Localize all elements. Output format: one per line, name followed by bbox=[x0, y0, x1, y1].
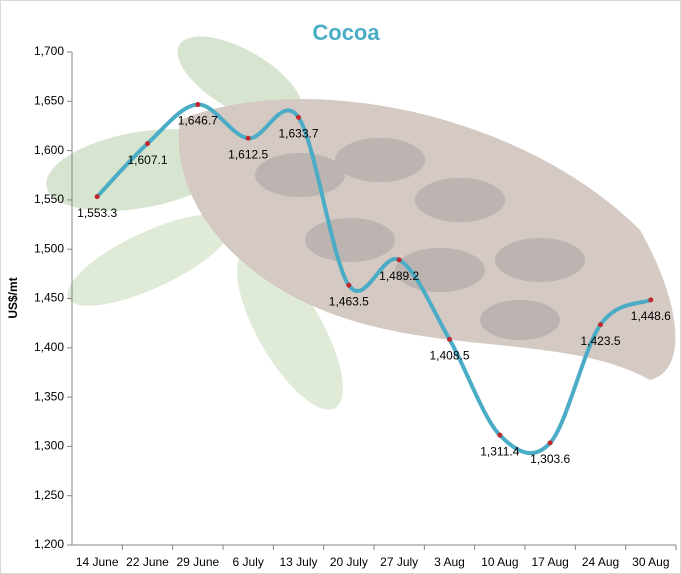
data-point bbox=[195, 102, 200, 107]
y-axis-label: US$/mt bbox=[6, 277, 20, 318]
data-label: 1,448.6 bbox=[631, 309, 671, 323]
data-label: 1,646.7 bbox=[178, 114, 218, 128]
data-label: 1,633.7 bbox=[278, 127, 318, 141]
y-tick-label: 1,350 bbox=[34, 389, 64, 403]
y-tick-label: 1,500 bbox=[34, 241, 64, 255]
data-label: 1,463.5 bbox=[329, 294, 369, 308]
x-tick-label: 17 Aug bbox=[531, 555, 568, 569]
y-tick-label: 1,300 bbox=[34, 439, 64, 453]
data-point bbox=[246, 136, 251, 141]
x-tick-label: 6 July bbox=[232, 555, 263, 569]
x-tick-label: 22 June bbox=[126, 555, 169, 569]
y-tick-label: 1,200 bbox=[34, 537, 64, 551]
data-label: 1,607.1 bbox=[127, 153, 167, 167]
data-point bbox=[548, 440, 553, 445]
x-tick-label: 29 June bbox=[176, 555, 219, 569]
data-label: 1,408.5 bbox=[429, 349, 469, 363]
y-tick-label: 1,250 bbox=[34, 488, 64, 502]
data-label: 1,489.2 bbox=[379, 269, 419, 283]
data-point bbox=[346, 283, 351, 288]
x-tick-label: 27 July bbox=[380, 555, 418, 569]
data-label: 1,553.3 bbox=[77, 206, 117, 220]
y-tick-label: 1,550 bbox=[34, 192, 64, 206]
data-point bbox=[95, 194, 100, 199]
x-tick-label: 24 Aug bbox=[582, 555, 619, 569]
data-label: 1,303.6 bbox=[530, 452, 570, 466]
x-tick-label: 20 July bbox=[330, 555, 368, 569]
data-point bbox=[598, 322, 603, 327]
data-label: 1,311.4 bbox=[480, 444, 519, 458]
data-point bbox=[145, 141, 150, 146]
y-tick-label: 1,450 bbox=[34, 291, 64, 305]
y-tick-label: 1,400 bbox=[34, 340, 64, 354]
chart-title: Cocoa bbox=[312, 20, 380, 45]
x-tick-label: 10 Aug bbox=[481, 555, 518, 569]
data-point bbox=[497, 433, 502, 438]
data-point bbox=[397, 257, 402, 262]
data-point bbox=[296, 115, 301, 120]
x-tick-label: 14 June bbox=[76, 555, 119, 569]
data-label: 1,612.5 bbox=[228, 147, 268, 161]
data-label: 1,423.5 bbox=[580, 334, 620, 348]
x-tick-label: 3 Aug bbox=[434, 555, 465, 569]
y-tick-label: 1,650 bbox=[34, 93, 64, 107]
data-point bbox=[447, 337, 452, 342]
x-tick-label: 13 July bbox=[279, 555, 317, 569]
chart: Cocoa US$/mt 1,200 1,250 1,300 1,350 1,400 1,… bbox=[0, 0, 681, 574]
y-tick-label: 1,600 bbox=[34, 143, 64, 157]
x-tick-label: 30 Aug bbox=[632, 555, 669, 569]
y-tick-label: 1,700 bbox=[34, 44, 64, 58]
data-point bbox=[648, 297, 653, 302]
